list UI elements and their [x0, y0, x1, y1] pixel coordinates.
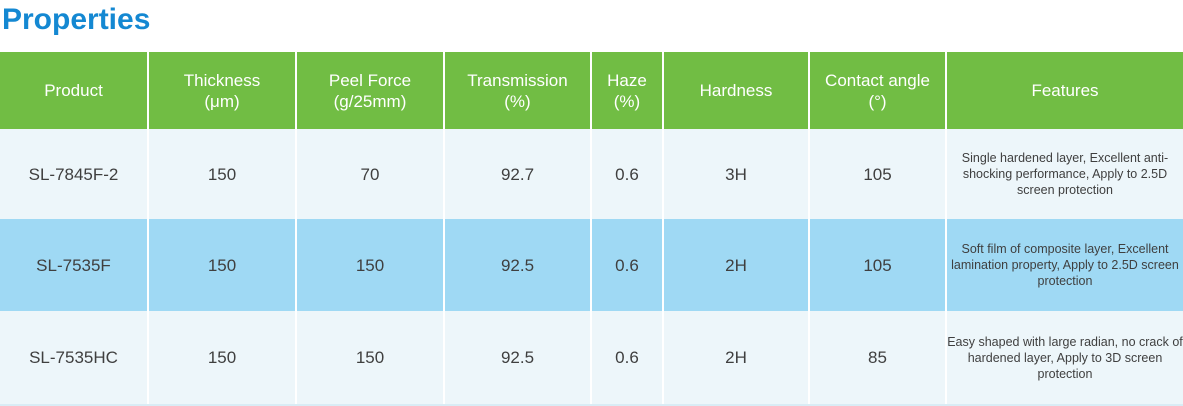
cell-features: Single hardened layer, Excellent anti-sh… — [945, 129, 1183, 219]
table-row: SL-7535HC 150 150 92.5 0.6 2H 85 Easy sh… — [0, 311, 1183, 406]
cell-contact-angle: 85 — [808, 311, 946, 406]
header-label: Product — [44, 81, 103, 100]
cell-peel-force: 150 — [295, 219, 444, 311]
header-label: Contact angle — [825, 70, 930, 90]
cell-thickness: 150 — [147, 129, 296, 219]
cell-features: Easy shaped with large radian, no crack … — [945, 311, 1183, 406]
properties-table: Product Thickness (μm) Peel Force (g/25mm)… — [0, 52, 1183, 406]
table-row: SL-7535F 150 150 92.5 0.6 2H 105 Soft fi… — [0, 219, 1183, 311]
header-thickness: Thickness (μm) — [147, 52, 296, 129]
cell-contact-angle: 105 — [808, 219, 946, 311]
table-body: SL-7845F-2 150 70 92.7 0.6 3H 105 Single… — [0, 129, 1183, 406]
header-haze: Haze (%) — [590, 52, 663, 129]
header-unit: (g/25mm) — [333, 91, 407, 111]
cell-product: SL-7535F — [0, 219, 148, 311]
cell-hardness: 2H — [662, 311, 809, 406]
cell-thickness: 150 — [147, 219, 296, 311]
header-label: Features — [1031, 81, 1099, 100]
cell-hardness: 2H — [662, 219, 809, 311]
header-row: Product Thickness (μm) Peel Force (g/25mm)… — [0, 52, 1183, 129]
cell-thickness: 150 — [147, 311, 296, 406]
table-header: Product Thickness (μm) Peel Force (g/25mm)… — [0, 52, 1183, 129]
cell-product: SL-7535HC — [0, 311, 148, 406]
cell-peel-force: 70 — [295, 129, 444, 219]
cell-features: Soft film of composite layer, Excellent … — [945, 219, 1183, 311]
cell-contact-angle: 105 — [808, 129, 946, 219]
cell-haze: 0.6 — [590, 129, 663, 219]
cell-transmission: 92.5 — [443, 311, 591, 406]
cell-transmission: 92.7 — [443, 129, 591, 219]
table-row: SL-7845F-2 150 70 92.7 0.6 3H 105 Single… — [0, 129, 1183, 219]
header-product: Product — [0, 52, 148, 129]
header-unit: (%) — [504, 91, 531, 111]
header-transmission: Transmission (%) — [443, 52, 591, 129]
header-contact-angle: Contact angle (°) — [808, 52, 946, 129]
header-label: Haze — [607, 70, 647, 90]
header-label: Peel Force — [328, 70, 412, 90]
header-unit: (°) — [868, 91, 887, 111]
cell-product: SL-7845F-2 — [0, 129, 148, 219]
header-hardness: Hardness — [662, 52, 809, 129]
header-label: Transmission — [467, 70, 568, 90]
cell-haze: 0.6 — [590, 311, 663, 406]
cell-hardness: 3H — [662, 129, 809, 219]
header-label: Hardness — [699, 81, 773, 100]
header-unit: (%) — [613, 91, 641, 111]
header-unit: (μm) — [204, 91, 240, 111]
cell-transmission: 92.5 — [443, 219, 591, 311]
header-features: Features — [945, 52, 1183, 129]
header-label: Thickness — [183, 70, 261, 90]
cell-haze: 0.6 — [590, 219, 663, 311]
header-peel-force: Peel Force (g/25mm) — [295, 52, 444, 129]
cell-peel-force: 150 — [295, 311, 444, 406]
page-title: Properties — [2, 3, 151, 36]
